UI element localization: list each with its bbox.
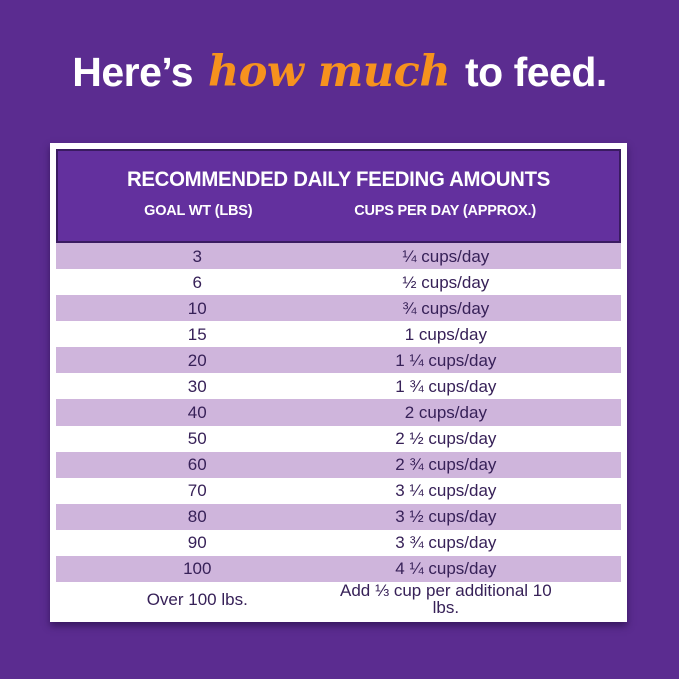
feeding-chart-inner: RECOMMENDED DAILY FEEDING AMOUNTS GOAL W… bbox=[56, 149, 621, 618]
table-row: 30 1 ¾ cups/day bbox=[56, 373, 621, 400]
heading-prefix: Here’s bbox=[72, 48, 204, 95]
goal-weight-cell: 15 bbox=[187, 324, 207, 344]
table-row: 80 3 ½ cups/day bbox=[56, 503, 621, 530]
cups-per-day-cell: Add ⅓ cup per additional 10 lbs. bbox=[339, 581, 552, 618]
cups-per-day-cell: 3 ¾ cups/day bbox=[395, 533, 497, 553]
cups-per-day-cell: 1 cups/day bbox=[404, 324, 487, 344]
cups-per-day-cell: 2 cups/day bbox=[404, 403, 487, 422]
goal-weight-cell: 70 bbox=[187, 481, 207, 501]
cups-per-day-cell: 2 ¾ cups/day bbox=[395, 455, 497, 475]
table-row: 10 ¾ cups/day bbox=[56, 295, 621, 322]
table-row: 20 1 ¼ cups/day bbox=[56, 347, 621, 374]
goal-weight-cell: 80 bbox=[187, 507, 207, 527]
goal-weight-cell: 30 bbox=[187, 376, 207, 396]
cups-per-day-cell: 2 ½ cups/day bbox=[395, 429, 497, 449]
table-body: 3 ¼ cups/day 6 ½ cups/day 10 ¾ cups/day bbox=[56, 243, 621, 618]
heading-suffix: to feed. bbox=[454, 48, 607, 95]
column-header-cups-per-day: CUPS PER DAY (APPROX.) bbox=[354, 203, 536, 219]
goal-weight-cell: 50 bbox=[187, 429, 207, 449]
feeding-chart-card: RECOMMENDED DAILY FEEDING AMOUNTS GOAL W… bbox=[50, 143, 627, 622]
table-row: 60 2 ¾ cups/day bbox=[56, 451, 621, 478]
cups-per-day-cell: 1 ¾ cups/day bbox=[395, 376, 497, 396]
goal-weight-cell: 6 bbox=[192, 272, 202, 292]
table-header: RECOMMENDED DAILY FEEDING AMOUNTS GOAL W… bbox=[56, 149, 621, 243]
cups-per-day-cell: 3 ½ cups/day bbox=[395, 507, 497, 527]
table-row: 100 4 ¼ cups/day bbox=[56, 555, 621, 583]
table-title: RECOMMENDED DAILY FEEDING AMOUNTS bbox=[126, 168, 551, 191]
goal-weight-cell: 100 bbox=[183, 559, 212, 579]
table-row: Over 100 lbs. Add ⅓ cup per additional 1… bbox=[56, 581, 621, 618]
table-row: 90 3 ¾ cups/day bbox=[56, 529, 621, 556]
cups-per-day-cell: 3 ¼ cups/day bbox=[395, 481, 497, 501]
goal-weight-cell: Over 100 lbs. bbox=[146, 589, 248, 609]
goal-weight-cell: 40 bbox=[187, 403, 207, 422]
column-headers: GOAL WT (LBS) CUPS PER DAY (APPROX.) bbox=[58, 203, 619, 219]
page-title: Here’s how much to feed. bbox=[72, 47, 607, 97]
goal-weight-cell: 10 bbox=[187, 298, 207, 318]
cups-per-day-cell: 4 ¼ cups/day bbox=[395, 559, 497, 579]
table-row: 15 1 cups/day bbox=[56, 321, 621, 348]
column-header-goal-wt: GOAL WT (LBS) bbox=[144, 203, 253, 219]
table-row: 6 ½ cups/day bbox=[56, 269, 621, 296]
goal-weight-cell: 60 bbox=[187, 455, 207, 475]
column-header-spacer bbox=[552, 203, 619, 219]
goal-weight-cell: 20 bbox=[187, 350, 207, 370]
table-row: 50 2 ½ cups/day bbox=[56, 425, 621, 452]
goal-weight-cell: 3 bbox=[192, 246, 202, 266]
table-row: 70 3 ¼ cups/day bbox=[56, 477, 621, 504]
cups-per-day-cell: ¾ cups/day bbox=[402, 298, 490, 318]
table-row: 40 2 cups/day bbox=[56, 399, 621, 426]
cups-per-day-cell: 1 ¼ cups/day bbox=[395, 350, 497, 370]
table-row: 3 ¼ cups/day bbox=[56, 243, 621, 270]
cups-per-day-cell: ¼ cups/day bbox=[402, 246, 490, 266]
heading-highlight: how much bbox=[207, 46, 451, 97]
heading-area: Here’s how much to feed. bbox=[0, 0, 679, 143]
cups-per-day-cell: ½ cups/day bbox=[402, 272, 490, 292]
goal-weight-cell: 90 bbox=[187, 533, 207, 553]
